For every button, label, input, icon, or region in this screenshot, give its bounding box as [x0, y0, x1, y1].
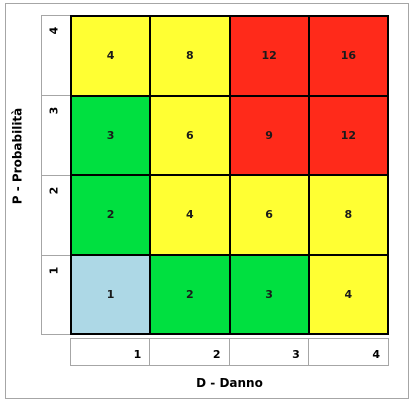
heatmap-cell-p4-d4: 16	[309, 17, 387, 95]
y-tick-1: 1	[42, 256, 70, 336]
y-tick-3: 3	[42, 96, 70, 176]
y-tick-label: 3	[47, 106, 61, 115]
heatmap-cell-p2-d4: 8	[309, 176, 387, 254]
x-tick-3: 3	[230, 339, 309, 365]
x-tick-4: 4	[309, 339, 388, 365]
heatmap-cell-p2-d1: 2	[72, 176, 150, 254]
y-axis-label: P - Probabilità	[10, 107, 25, 205]
x-tick-label: 3	[292, 348, 300, 361]
heatmap-cell-p3-d2: 6	[151, 96, 229, 174]
x-tick-2: 2	[150, 339, 230, 365]
heatmap-cell-p4-d3: 12	[230, 17, 308, 95]
heatmap-cell-p2-d2: 4	[151, 176, 229, 254]
risk-matrix-grid: 4 8 12 16 3 6 9 12 2 4 6 8 1 2 3 4	[70, 15, 389, 335]
y-tick-2: 2	[42, 176, 70, 256]
x-tick-label: 1	[133, 348, 142, 361]
heatmap-cell-p4-d2: 8	[151, 17, 229, 95]
heatmap-cell-p1-d3: 3	[230, 255, 308, 333]
heatmap-cell-p1-d2: 2	[151, 255, 229, 333]
y-axis-ticks: 4 3 2 1	[41, 15, 70, 335]
x-tick-label: 2	[212, 348, 221, 361]
heatmap-cell-p1-d1: 1	[72, 255, 150, 333]
x-tick-1: 1	[71, 339, 151, 365]
heatmap-cell-p3-d4: 12	[309, 96, 387, 174]
x-axis-title: D - Danno	[196, 376, 263, 390]
heatmap-cell-p4-d1: 4	[72, 17, 150, 95]
y-tick-label: 2	[47, 186, 61, 195]
heatmap-cell-p2-d3: 6	[230, 176, 308, 254]
y-tick-4: 4	[42, 16, 70, 96]
y-tick-label: 1	[47, 266, 61, 275]
x-tick-label: 4	[372, 348, 380, 361]
y-axis-title: P - Probabilità	[6, 96, 28, 216]
heatmap-cell-p3-d1: 3	[72, 96, 150, 174]
heatmap-cell-p1-d4: 4	[309, 255, 387, 333]
heatmap-cell-p3-d3: 9	[230, 96, 308, 174]
x-axis-ticks: 1 2 3 4	[70, 338, 389, 366]
y-tick-label: 4	[47, 26, 61, 35]
